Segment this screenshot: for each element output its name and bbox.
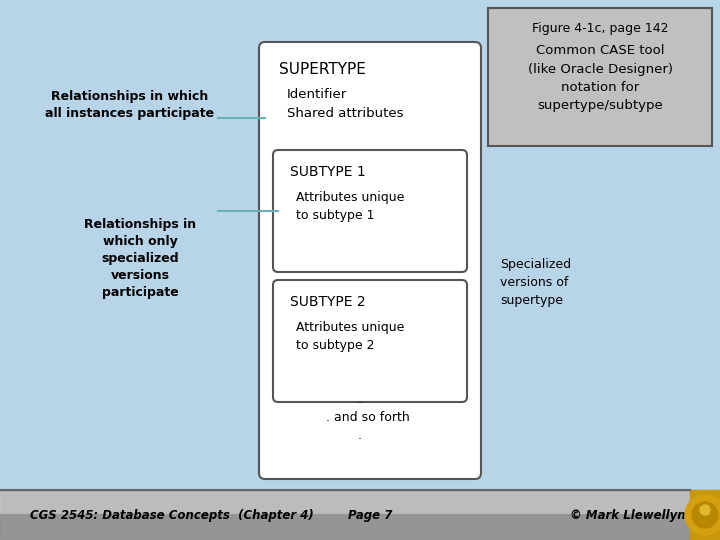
Text: © Mark Llewellyn: © Mark Llewellyn: [570, 510, 685, 523]
Circle shape: [700, 505, 710, 515]
Text: Common CASE tool
(like Oracle Designer)
notation for
supertype/subtype: Common CASE tool (like Oracle Designer) …: [528, 44, 672, 112]
Text: Attributes unique
to subtype 2: Attributes unique to subtype 2: [296, 321, 405, 352]
Text: Page 7: Page 7: [348, 510, 392, 523]
Text: .: .: [358, 429, 362, 442]
Bar: [690, 490, 720, 540]
Text: .: .: [358, 393, 362, 406]
Text: Attributes unique
to subtype 1: Attributes unique to subtype 1: [296, 191, 405, 222]
Text: Relationships in which
all instances participate: Relationships in which all instances par…: [45, 90, 215, 120]
FancyBboxPatch shape: [273, 280, 467, 402]
Text: . and so forth: . and so forth: [326, 411, 410, 424]
Bar: [0, 490, 720, 540]
Text: SUPERTYPE: SUPERTYPE: [279, 62, 366, 77]
Text: SUBTYPE 1: SUBTYPE 1: [290, 165, 366, 179]
FancyBboxPatch shape: [273, 150, 467, 272]
FancyBboxPatch shape: [259, 42, 481, 479]
Text: Specialized
versions of
supertype: Specialized versions of supertype: [500, 258, 571, 307]
Bar: [0, 514, 690, 540]
Bar: [488, 8, 712, 146]
Text: Identifier
Shared attributes: Identifier Shared attributes: [287, 88, 403, 120]
Text: Relationships in
which only
specialized
versions
participate: Relationships in which only specialized …: [84, 218, 196, 299]
Text: CGS 2545: Database Concepts  (Chapter 4): CGS 2545: Database Concepts (Chapter 4): [30, 510, 314, 523]
Circle shape: [685, 495, 720, 535]
Text: Figure 4-1c, page 142: Figure 4-1c, page 142: [532, 22, 668, 35]
Text: SUBTYPE 2: SUBTYPE 2: [290, 295, 366, 309]
Circle shape: [692, 502, 718, 528]
Bar: [0, 492, 690, 514]
